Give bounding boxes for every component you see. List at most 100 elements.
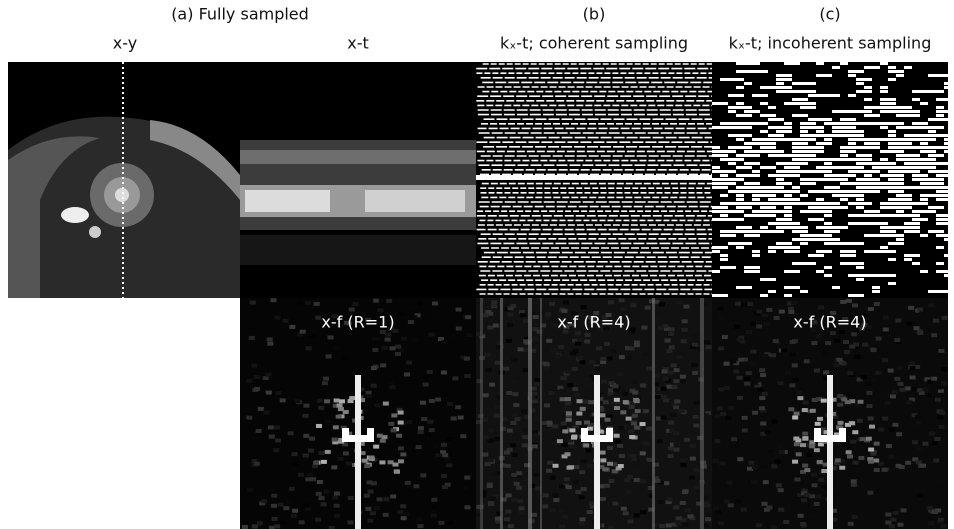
texture (603, 400, 610, 405)
texture (912, 114, 920, 117)
texture (559, 397, 566, 402)
texture (896, 146, 904, 149)
texture (476, 419, 483, 424)
texture (944, 138, 954, 141)
texture (878, 427, 885, 432)
texture (911, 440, 918, 445)
texture (880, 162, 896, 165)
texture (800, 106, 816, 109)
texture (466, 333, 473, 338)
texture (890, 394, 897, 399)
texture (888, 182, 896, 185)
texture (333, 398, 340, 403)
texture (668, 332, 675, 337)
texture (533, 381, 540, 386)
texture (896, 190, 904, 193)
texture (856, 377, 863, 382)
texture (417, 426, 424, 431)
texture (784, 198, 792, 201)
texture (936, 162, 952, 165)
texture (530, 348, 537, 353)
texture (816, 218, 824, 221)
texture (833, 492, 840, 497)
texture (507, 323, 514, 328)
texture (463, 356, 470, 361)
texture (570, 311, 577, 316)
texture (840, 62, 848, 65)
texture (792, 459, 799, 464)
texture (808, 94, 824, 97)
texture (760, 142, 768, 145)
texture (850, 482, 857, 487)
texture (596, 346, 603, 351)
texture (800, 122, 808, 125)
texture (873, 441, 880, 446)
texture (359, 325, 366, 330)
texture (840, 158, 856, 161)
texture (928, 158, 936, 161)
texture (840, 110, 856, 113)
texture (689, 443, 696, 448)
texture (385, 332, 392, 337)
texture (738, 335, 745, 340)
texture (336, 403, 343, 408)
texture (271, 493, 278, 498)
texture (811, 483, 818, 488)
texture (632, 390, 639, 395)
texture (800, 126, 808, 129)
texture (760, 122, 768, 125)
texture (896, 182, 904, 185)
texture (866, 390, 873, 395)
texture (900, 508, 907, 513)
texture (936, 385, 943, 390)
texture (630, 400, 637, 405)
texture (736, 106, 752, 109)
texture (631, 413, 638, 418)
texture (633, 438, 640, 443)
texture (896, 432, 903, 437)
texture (744, 202, 760, 205)
texture (904, 254, 920, 257)
texture (597, 429, 604, 434)
texture (634, 468, 641, 473)
image-kt-coherent (476, 62, 712, 298)
texture (904, 222, 912, 225)
texture (917, 307, 924, 312)
texture (628, 346, 635, 351)
texture (912, 178, 920, 181)
texture (712, 294, 728, 297)
texture (393, 469, 400, 474)
texture (856, 90, 872, 93)
texture (912, 90, 928, 93)
texture (751, 380, 758, 385)
texture (464, 475, 471, 480)
texture (337, 456, 344, 461)
texture (396, 407, 403, 412)
texture (896, 106, 912, 109)
texture (760, 206, 776, 209)
texture (296, 300, 303, 305)
texture (934, 397, 941, 402)
texture (367, 518, 374, 523)
texture (599, 450, 606, 455)
texture (669, 442, 676, 447)
texture (666, 497, 673, 502)
texture (739, 339, 746, 344)
texture (747, 466, 754, 471)
texture (522, 435, 529, 440)
texture (892, 422, 899, 427)
texture (842, 340, 849, 345)
texture (834, 338, 841, 343)
texture (856, 194, 864, 197)
texture (689, 475, 696, 480)
texture (944, 190, 954, 193)
texture (840, 194, 856, 197)
texture (864, 66, 880, 69)
texture (631, 457, 638, 462)
texture (840, 206, 848, 209)
texture (849, 399, 856, 404)
texture (536, 329, 543, 334)
texture (830, 508, 837, 513)
texture (612, 384, 619, 389)
texture (390, 494, 397, 499)
